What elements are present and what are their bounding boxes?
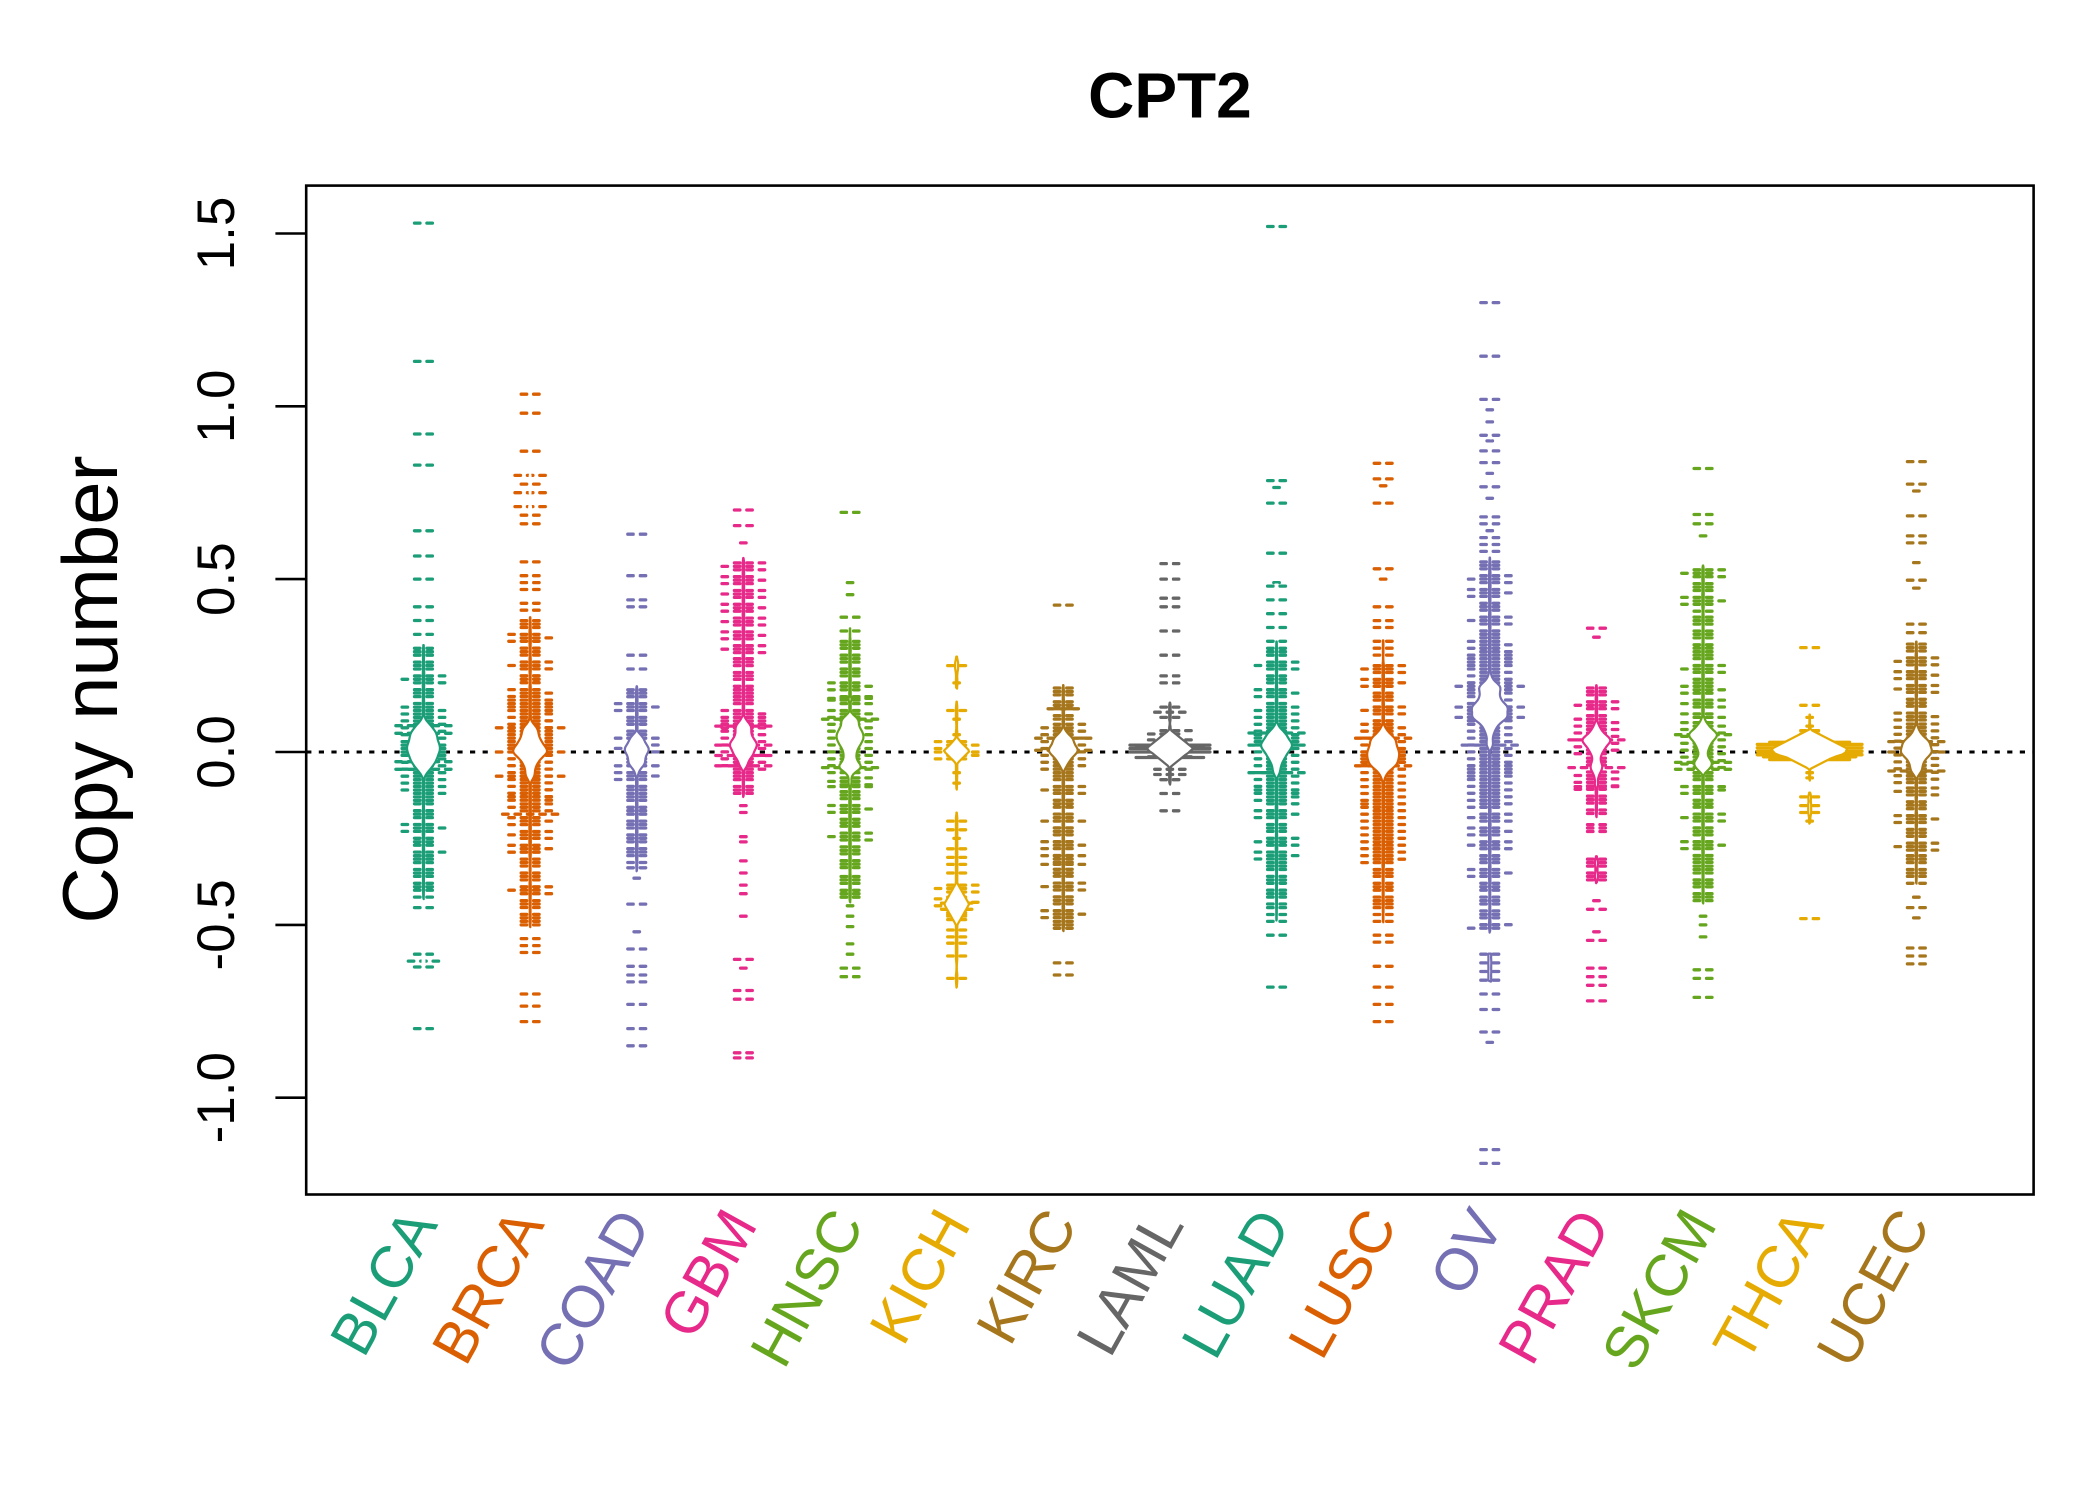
svg-text:Copy number: Copy number <box>46 455 134 923</box>
svg-text:1.5: 1.5 <box>187 197 246 271</box>
svg-text:1.0: 1.0 <box>187 369 246 443</box>
svg-text:CPT2: CPT2 <box>1088 60 1252 132</box>
svg-text:-0.5: -0.5 <box>187 879 246 970</box>
svg-text:0.0: 0.0 <box>187 715 246 789</box>
svg-text:-1.0: -1.0 <box>187 1052 246 1143</box>
svg-text:0.5: 0.5 <box>187 542 246 616</box>
